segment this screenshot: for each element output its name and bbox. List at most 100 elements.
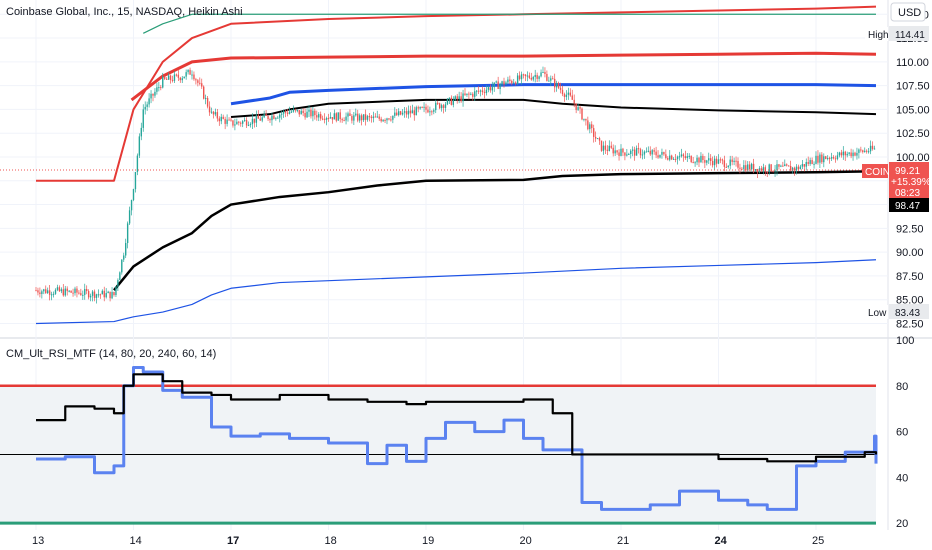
candle-body: [873, 148, 876, 150]
coin-timer: 08:23: [895, 188, 920, 199]
high-value: 114.41: [895, 30, 925, 41]
line-red-upper-thick: [130, 51, 877, 102]
candle-body: [132, 189, 135, 201]
candle-body: [487, 87, 490, 90]
candle-body: [600, 140, 603, 151]
candle-body: [815, 155, 817, 164]
candle-body: [325, 117, 328, 120]
candle-body: [392, 115, 394, 120]
candle-body: [45, 289, 47, 294]
candle-body: [762, 167, 765, 171]
candle-body: [429, 111, 431, 113]
candle-body: [224, 118, 226, 124]
candle-body: [109, 291, 111, 299]
candle-body: [437, 102, 439, 104]
candle-body: [737, 161, 739, 168]
candle-body: [197, 80, 199, 83]
time-tick-label: 13: [32, 535, 44, 547]
candle-body: [747, 164, 749, 171]
line-red-upper-outer: [36, 5, 877, 182]
indicator-label[interactable]: CM_Ult_RSI_MTF (14, 80, 20, 240, 60, 14): [6, 348, 216, 360]
candle-body: [425, 106, 427, 110]
candle-body: [353, 115, 355, 121]
candle-body: [784, 164, 786, 167]
candle-body: [173, 74, 176, 81]
candle-body: [167, 75, 170, 80]
candle-body: [630, 150, 632, 154]
candle-body: [72, 292, 74, 294]
candle-body: [351, 115, 353, 121]
candle-body: [735, 160, 737, 162]
candle-body: [66, 288, 68, 292]
candle-body: [355, 113, 357, 116]
candle-body: [177, 74, 180, 78]
candle-body: [633, 149, 636, 156]
candle-body: [518, 75, 521, 80]
candle-body: [399, 111, 402, 115]
candle-body: [220, 116, 222, 122]
candle-body: [854, 152, 856, 156]
candle-body: [138, 136, 141, 156]
candle-body: [567, 92, 570, 95]
candle-body: [674, 158, 677, 160]
candle-body: [438, 103, 441, 109]
candle-body: [54, 289, 57, 294]
candle-body: [37, 290, 39, 293]
candle-body: [128, 210, 131, 224]
candle-body: [713, 158, 716, 166]
candle-body: [142, 109, 144, 128]
candle-body: [302, 110, 304, 114]
candle-body: [647, 150, 649, 152]
candle-body: [635, 148, 638, 156]
candle-body: [97, 294, 100, 296]
candle-body: [146, 104, 148, 107]
candle-body: [401, 112, 404, 115]
candle-body: [304, 113, 306, 118]
candle-body: [805, 162, 807, 167]
candle-body: [653, 150, 655, 152]
candle-body: [329, 117, 332, 119]
candle-body: [866, 150, 868, 152]
candle-body: [446, 99, 449, 105]
rsi-tick-label: 80: [896, 381, 908, 393]
candle-body: [148, 98, 150, 105]
candle-body: [251, 118, 254, 125]
rsi-tick-label: 60: [896, 427, 908, 439]
candle-body: [483, 92, 486, 94]
candle-body: [78, 292, 80, 294]
candle-body: [372, 116, 375, 119]
rsi-line-rsi: [36, 365, 878, 511]
candle-body: [195, 79, 197, 81]
candle-body: [848, 152, 850, 154]
candle-body: [185, 72, 187, 77]
candle-body: [760, 168, 763, 171]
candle-body: [594, 136, 597, 139]
candle-body: [255, 115, 258, 123]
candle-body: [462, 93, 464, 102]
candle-body: [788, 165, 790, 167]
candle-body: [236, 121, 238, 125]
candle-body: [620, 148, 622, 156]
candle-body: [827, 158, 829, 160]
symbol-title[interactable]: Coinbase Global, Inc., 15, NASDAQ, Heiki…: [6, 6, 243, 18]
coin-price-box[interactable]: [889, 162, 929, 198]
candle-body: [158, 87, 160, 89]
candle-body: [269, 119, 271, 121]
candle-body: [468, 93, 470, 95]
low-label: Low: [868, 308, 887, 319]
candle-body: [156, 87, 158, 92]
candle-body: [93, 291, 96, 298]
candle-body: [294, 109, 297, 111]
candle-body: [772, 171, 774, 173]
candle-body: [596, 138, 599, 140]
currency-badge[interactable]: [890, 2, 926, 22]
candle-body: [622, 148, 624, 153]
candle-body: [503, 81, 505, 85]
rsi-line-signal: [36, 373, 878, 463]
rsi-tick-label: 100: [896, 335, 914, 347]
candle-body: [84, 289, 86, 295]
candle-body: [665, 154, 667, 159]
candle-body: [540, 72, 542, 77]
candle-body: [364, 114, 367, 120]
